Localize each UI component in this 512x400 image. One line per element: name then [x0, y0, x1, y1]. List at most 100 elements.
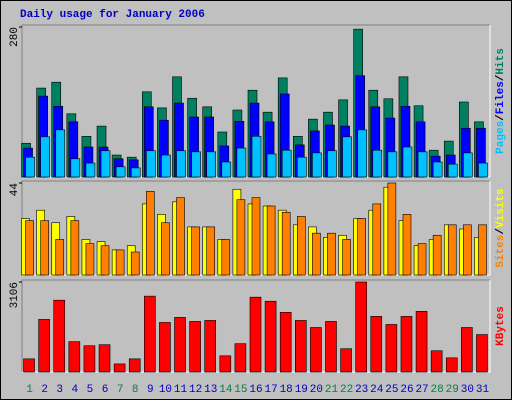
legend: Pages/Files/Hits	[495, 48, 507, 154]
bar	[55, 129, 66, 178]
bar	[310, 327, 322, 373]
bar	[236, 199, 246, 276]
x-tick-label: 9	[147, 384, 154, 396]
x-tick-label: 3	[56, 384, 63, 396]
panel-bevel	[21, 279, 490, 372]
legend: Sites/Visits	[495, 188, 507, 267]
bar	[98, 344, 111, 373]
bar	[385, 324, 398, 373]
bar	[176, 150, 186, 178]
x-tick-label: 14	[219, 384, 233, 396]
bar	[342, 136, 352, 178]
bar	[234, 343, 247, 373]
x-tick-label: 8	[132, 384, 139, 396]
bar	[402, 146, 413, 178]
bar	[264, 300, 277, 373]
bar	[219, 355, 232, 373]
bar	[115, 166, 126, 178]
bar	[370, 316, 383, 373]
x-tick-label: 11	[174, 384, 188, 396]
bar	[294, 320, 307, 373]
x-tick-label: 29	[446, 384, 459, 396]
bar	[159, 322, 171, 373]
bar	[85, 162, 96, 178]
bar	[130, 167, 141, 178]
x-tick-label: 13	[204, 384, 217, 396]
bar	[463, 224, 472, 276]
bar	[461, 327, 473, 373]
bar	[161, 154, 171, 178]
bar	[355, 281, 367, 373]
bar	[447, 163, 458, 178]
bar	[251, 135, 262, 178]
x-tick-label: 23	[355, 384, 368, 396]
legend-separator: /	[495, 114, 507, 121]
y-tick-label: 280	[9, 27, 21, 47]
bar	[463, 152, 473, 178]
bar	[146, 150, 156, 178]
bar	[279, 312, 292, 373]
bar	[340, 348, 352, 373]
bar	[357, 218, 366, 276]
x-tick-label: 26	[400, 384, 413, 396]
bar	[204, 320, 217, 373]
x-tick-label: 20	[310, 384, 323, 396]
bar	[447, 224, 457, 276]
bar	[430, 350, 443, 373]
bar	[357, 129, 367, 178]
x-tick-label: 24	[370, 384, 384, 396]
bar	[25, 220, 34, 276]
x-tick-label: 12	[189, 384, 202, 396]
x-tick-label: 31	[476, 384, 490, 396]
x-tick-label: 6	[102, 384, 109, 396]
x-tick-label: 1	[26, 384, 33, 396]
x-tick-label: 21	[325, 384, 339, 396]
bar	[100, 150, 111, 178]
bar	[372, 203, 382, 276]
bar	[70, 220, 80, 276]
bar	[113, 363, 126, 373]
bar	[312, 152, 322, 178]
bar	[146, 191, 155, 276]
bar	[445, 357, 458, 373]
bar	[417, 151, 428, 178]
bar	[296, 156, 307, 178]
bar	[387, 151, 398, 178]
bar	[221, 161, 232, 178]
bar	[327, 150, 337, 178]
x-tick-label: 17	[264, 384, 277, 396]
legend-entry: Visits	[495, 188, 507, 228]
bar	[100, 245, 110, 276]
legend-entry: Sites	[495, 235, 507, 268]
bar	[174, 317, 186, 373]
bar	[206, 151, 217, 178]
bar	[23, 358, 35, 373]
bar	[83, 345, 96, 373]
bar	[25, 156, 35, 178]
x-tick-label: 27	[415, 384, 428, 396]
bar	[325, 321, 337, 373]
bar	[161, 222, 170, 276]
legend-separator: /	[495, 228, 507, 235]
bar	[476, 334, 488, 373]
bar	[55, 239, 65, 276]
bar	[128, 358, 141, 373]
x-tick-label: 15	[234, 384, 247, 396]
x-tick-label: 22	[340, 384, 353, 396]
bar	[236, 147, 247, 178]
x-tick-label: 4	[72, 384, 79, 396]
legend-entry: Hits	[495, 48, 507, 74]
legend-entry: KBytes	[495, 306, 507, 346]
x-tick-label: 30	[461, 384, 474, 396]
bar	[115, 249, 125, 276]
bar	[478, 162, 488, 178]
bar	[266, 153, 277, 178]
bar	[432, 161, 443, 178]
legend: KBytes	[495, 306, 507, 346]
bar	[402, 214, 412, 276]
bar	[191, 151, 201, 178]
bar	[85, 243, 95, 276]
bar	[251, 197, 261, 276]
legend-entry: Pages	[495, 121, 507, 154]
